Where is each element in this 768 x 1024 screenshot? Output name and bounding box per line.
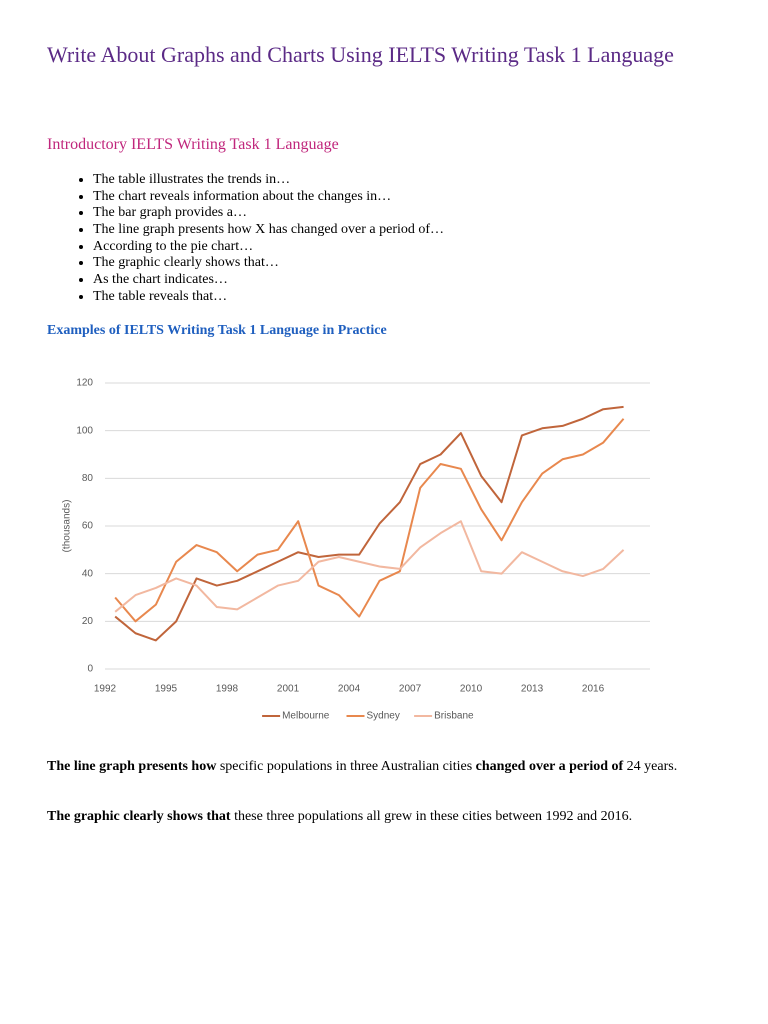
bullet-item: The table reveals that…: [93, 289, 444, 306]
paragraph: The graphic clearly shows that these thr…: [47, 808, 727, 825]
page-title: Write About Graphs and Charts Using IELT…: [47, 42, 674, 67]
y-tick-label: 100: [76, 425, 93, 436]
bullet-item: The bar graph provides a…: [93, 205, 444, 222]
text: specific populations in three Australian…: [216, 759, 476, 774]
legend-label: Brisbane: [434, 711, 474, 722]
bold-text: changed over a period of: [475, 759, 624, 774]
y-tick-label: 80: [82, 473, 94, 484]
x-tick-label: 2010: [460, 684, 483, 695]
paragraph: The line graph presents how specific pop…: [47, 758, 727, 775]
y-tick-label: 0: [87, 664, 93, 675]
bullet-item: As the chart indicates…: [93, 272, 444, 289]
y-tick-label: 20: [82, 616, 94, 627]
bullet-item: The line graph presents how X has change…: [93, 222, 444, 239]
x-tick-label: 2007: [399, 684, 422, 695]
series-line: [114, 405, 624, 642]
bullet-item: The table illustrates the trends in…: [93, 172, 444, 189]
y-tick-label: 60: [82, 521, 94, 532]
text: 24 years.: [623, 759, 678, 774]
x-tick-label: 2016: [582, 684, 605, 695]
bold-text: The graphic clearly shows that: [47, 809, 231, 824]
bold-text: The line graph presents how: [47, 759, 217, 774]
legend-label: Melbourne: [282, 711, 330, 722]
y-tick-label: 40: [82, 568, 94, 579]
x-tick-label: 2004: [338, 684, 361, 695]
x-tick-label: 1995: [155, 684, 178, 695]
x-tick-label: 1992: [94, 684, 117, 695]
x-tick-label: 2013: [521, 684, 544, 695]
x-tick-label: 1998: [216, 684, 239, 695]
text: these three populations all grew in thes…: [230, 809, 633, 824]
series-line: [114, 520, 625, 613]
y-tick-label: 120: [76, 378, 93, 389]
section-heading: Introductory IELTS Writing Task 1 Langua…: [47, 136, 339, 153]
bullet-item: According to the pie chart…: [93, 239, 444, 256]
bullet-item: The chart reveals information about the …: [93, 189, 444, 206]
section-heading: Examples of IELTS Writing Task 1 Languag…: [47, 323, 387, 338]
chart: (thousands) 0 20 40 60 80 100 120 1992 1995 1998 2…: [62, 378, 650, 722]
legend-label: Sydney: [367, 711, 400, 722]
bullet-item: The graphic clearly shows that…: [93, 255, 444, 272]
bullet-list: The table illustrates the trends in…The …: [47, 172, 444, 306]
x-tick-label: 2001: [277, 684, 300, 695]
series-line: [114, 418, 625, 623]
y-axis-label: (thousands): [62, 500, 73, 553]
